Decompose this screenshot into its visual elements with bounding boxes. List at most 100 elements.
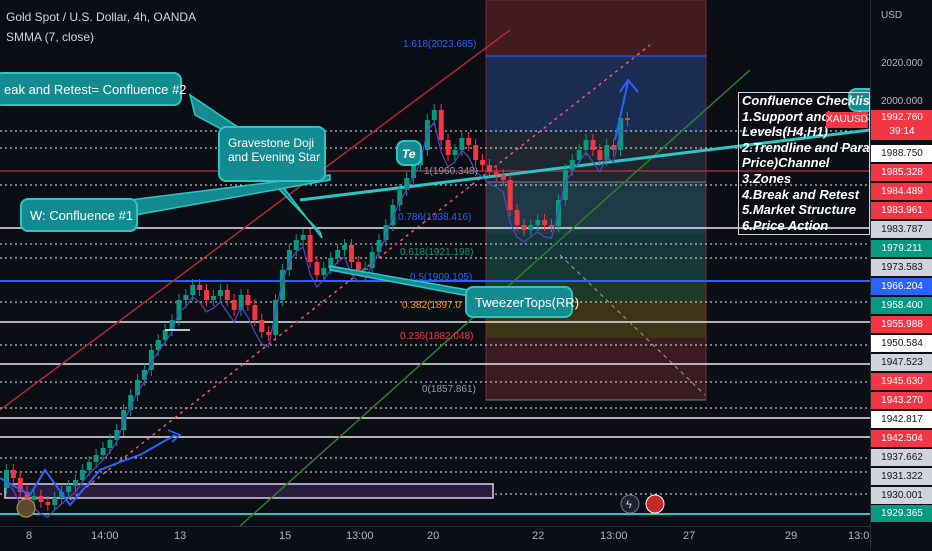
- candle-body: [93, 455, 99, 462]
- candle-body: [273, 300, 279, 335]
- time-tick: 14:00: [91, 530, 119, 542]
- candle-body: [411, 165, 417, 178]
- candle-body: [66, 486, 72, 492]
- candle-body: [397, 190, 403, 205]
- time-tick: 27: [683, 530, 696, 542]
- candle-body: [445, 140, 451, 155]
- checklist-item: 5.Market Structure: [742, 202, 857, 218]
- candle-body: [611, 145, 617, 150]
- candle-body: [528, 225, 534, 230]
- checklist-item: 3.Zones: [742, 170, 792, 186]
- candle-body: [135, 380, 141, 395]
- candle-body: [121, 410, 127, 430]
- candle-body: [169, 320, 175, 330]
- candle-body: [597, 150, 603, 160]
- time-tick: 13:0: [848, 530, 870, 542]
- fib-1618: 1.618(2023.685): [403, 39, 477, 50]
- symbol-title[interactable]: Gold Spot / U.S. Dollar, 4h, OANDA: [6, 10, 197, 24]
- candle-body: [4, 470, 9, 488]
- candle-body: [307, 235, 313, 262]
- candle-body: [438, 110, 444, 140]
- candle-body: [162, 330, 168, 340]
- time-tick: 22: [532, 530, 545, 542]
- price-level-label: 1931.322: [871, 468, 932, 485]
- price-level-label: 1947.523: [871, 354, 932, 371]
- candle-body: [224, 290, 230, 300]
- candle-body: [73, 480, 78, 486]
- time-tick: 15: [279, 530, 292, 542]
- gravestone-bubble[interactable]: Gravestone Doji and Evening Star: [218, 126, 326, 182]
- candlestick-series: [4, 104, 630, 511]
- candle-body: [480, 160, 486, 165]
- candle-body: [45, 502, 51, 505]
- candle-body: [376, 240, 382, 252]
- price-level-label: 1983.787: [871, 221, 932, 238]
- us-flag-icon[interactable]: [645, 494, 665, 514]
- candle-body: [625, 118, 630, 120]
- price-level-label: 1950.584: [871, 335, 932, 352]
- price-axis[interactable]: USD 2020.000 2000.000 1992.760 39:14 198…: [870, 0, 932, 550]
- candle-body: [569, 160, 575, 170]
- w-confluence-bubble[interactable]: W: Confluence #1: [20, 198, 138, 232]
- confluence-checklist[interactable]: Confluence Checklist 1.Support and Resis…: [738, 92, 870, 235]
- symbol-badge[interactable]: XAUUSD: [826, 112, 868, 128]
- time-tick: 13:00: [346, 530, 374, 542]
- candle-body: [562, 170, 568, 200]
- checklist-item: 6.Price Action: [742, 217, 829, 233]
- candle-body: [300, 235, 306, 240]
- checklist-item: 2.Trendline and Parallel: [742, 139, 870, 155]
- currency-label[interactable]: USD: [881, 10, 903, 21]
- candle-body: [424, 120, 430, 150]
- candle-body: [618, 118, 624, 150]
- candle-body: [514, 210, 520, 225]
- price-level-label: 1943.270: [871, 392, 932, 409]
- price-level-label: 1930.001: [871, 487, 932, 504]
- candle-body: [266, 332, 272, 335]
- time-tick: 29: [785, 530, 798, 542]
- candle-body: [238, 295, 244, 310]
- candle-body: [280, 270, 285, 300]
- candle-body: [466, 138, 472, 145]
- time-tick: 20: [427, 530, 440, 542]
- price-level-label: 1973.583: [871, 259, 932, 276]
- candle-body: [114, 430, 120, 440]
- candle-body: [549, 225, 555, 227]
- candle-body: [52, 498, 58, 505]
- candle-body: [487, 165, 492, 172]
- time-tick: 13: [174, 530, 187, 542]
- fib-0236: 0.236(1882.048): [400, 331, 474, 342]
- candle-body: [204, 290, 210, 300]
- candle-body: [604, 145, 610, 160]
- candle-body: [259, 320, 265, 332]
- lightning-icon[interactable]: [620, 494, 640, 514]
- candle-body: [493, 172, 499, 175]
- price-level-label: 1955.988: [871, 316, 932, 333]
- break-retest-bubble[interactable]: eak and Retest= Confluence #2: [0, 72, 187, 106]
- candle-body: [583, 140, 589, 150]
- candle-body: [328, 258, 334, 268]
- edge-bubble[interactable]: [848, 88, 870, 112]
- chart-area[interactable]: ϟ Gold Spot / U.S. Dollar, 4h, OANDA SMM…: [0, 0, 870, 526]
- fib-0786: 0.786(1938.416): [398, 212, 472, 223]
- time-tick: 8: [26, 530, 33, 542]
- event-marker-icon: [16, 498, 36, 518]
- candle-body: [128, 395, 134, 410]
- candle-body: [521, 225, 527, 230]
- te-bubble[interactable]: Te: [396, 140, 422, 166]
- indicator-label[interactable]: SMMA (7, close): [6, 30, 95, 44]
- time-axis[interactable]: 8 14:00 13 15 13:00 20 22 13:00 27 29 13…: [0, 526, 870, 551]
- candle-body: [342, 245, 348, 250]
- candle-body: [155, 340, 161, 350]
- candle-body: [314, 262, 320, 275]
- candle-body: [176, 300, 182, 320]
- price-level-label: 1929.365: [871, 505, 932, 522]
- price-level-label: 1937.662: [871, 449, 932, 466]
- price-level-label: 1983.961: [871, 202, 932, 219]
- candle-body: [211, 296, 216, 300]
- fib-05: 0.5(1909.105): [410, 272, 473, 283]
- checklist-item: 4.Break and Retest: [742, 186, 860, 202]
- candle-body: [459, 138, 465, 150]
- chart-canvas[interactable]: ϟ: [0, 0, 870, 526]
- candle-body: [383, 225, 389, 240]
- tweezer-bubble[interactable]: TweezerTops(RR): [465, 286, 579, 318]
